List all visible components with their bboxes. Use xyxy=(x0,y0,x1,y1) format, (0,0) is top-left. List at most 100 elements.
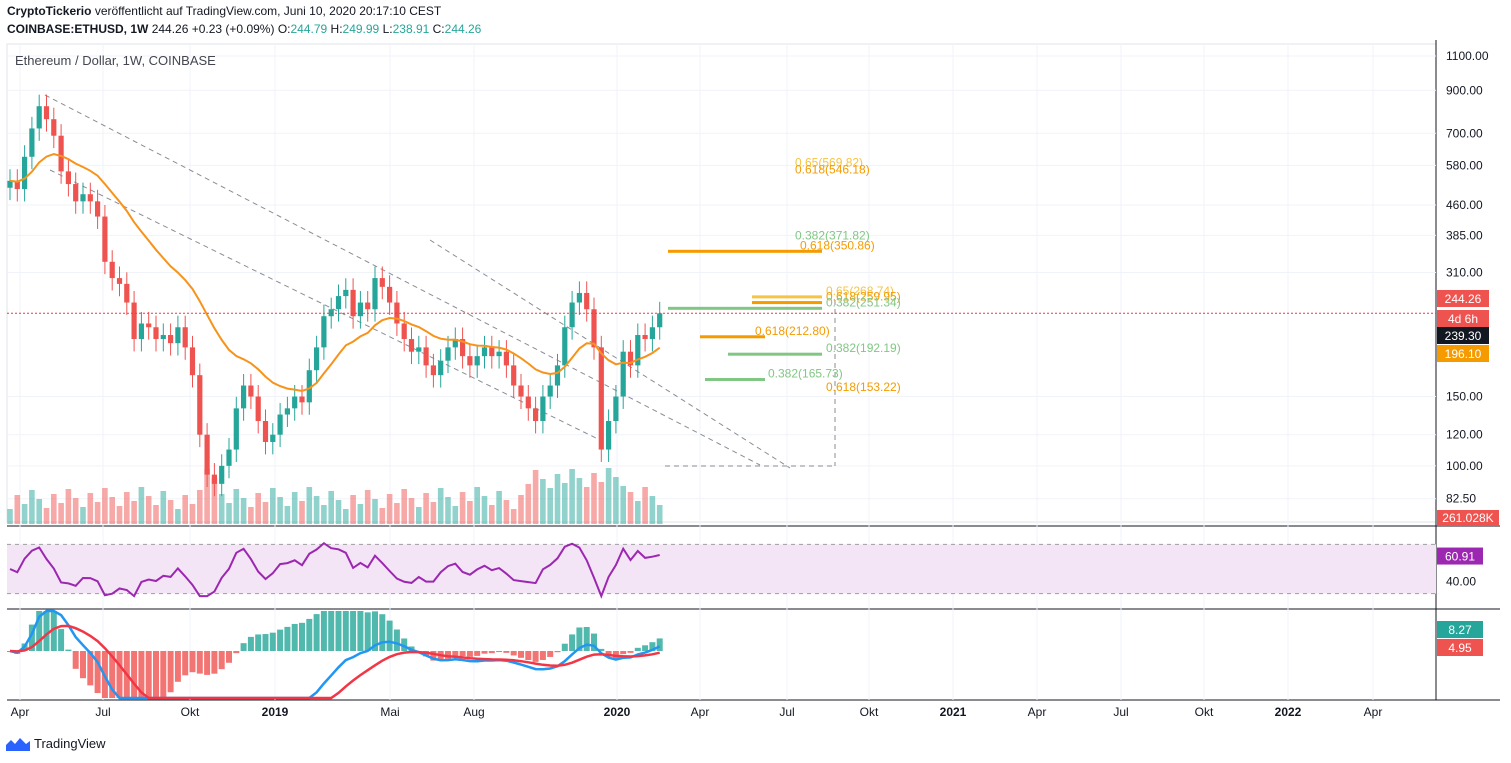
candle-body xyxy=(233,408,239,450)
macd-histogram-bar xyxy=(532,651,539,662)
volume-bar xyxy=(51,494,57,524)
chart-title: Ethereum / Dollar, 1W, COINBASE xyxy=(15,53,216,68)
volume-bar xyxy=(459,492,466,524)
candle-body xyxy=(116,278,123,284)
close-label: C: xyxy=(432,22,445,36)
macd-histogram-bar xyxy=(430,651,437,661)
price-badge-label: 244.26 xyxy=(1445,292,1482,306)
macd-histogram-bar xyxy=(306,618,313,651)
open-label: O: xyxy=(277,22,291,36)
candle-body xyxy=(80,194,86,202)
macd-histogram-bar xyxy=(649,642,656,651)
volume-bar xyxy=(627,492,634,524)
candle-body xyxy=(460,339,466,357)
x-tick-label: Jul xyxy=(779,705,794,719)
macd-histogram-bar xyxy=(539,651,546,660)
candle-body xyxy=(408,339,415,352)
candle-body xyxy=(503,351,509,366)
x-tick-label: 2021 xyxy=(940,705,967,719)
trend-line xyxy=(429,239,791,469)
volume-bar xyxy=(321,505,327,524)
volume-bar xyxy=(394,503,400,524)
volume-bar xyxy=(233,489,240,524)
volume-bar xyxy=(102,488,108,524)
volume-bar xyxy=(350,495,356,524)
volume-bar xyxy=(145,496,152,524)
x-tick-label: 2022 xyxy=(1275,705,1302,719)
candle-body xyxy=(598,347,604,450)
candle-body xyxy=(204,434,210,475)
macd-histogram-bar xyxy=(350,611,357,651)
macd-histogram-bar xyxy=(65,649,72,651)
volume-bar xyxy=(328,491,334,524)
fib-level-bar xyxy=(728,352,822,356)
volume-bar xyxy=(109,497,115,524)
macd-histogram-bar xyxy=(174,651,181,682)
fib-level-label: 0.382(165.73) xyxy=(768,367,843,381)
price-pane xyxy=(6,43,1437,523)
volume-bar xyxy=(518,495,524,524)
candle-body xyxy=(423,347,429,366)
macd-histogram-bar xyxy=(131,651,138,698)
volume-bar xyxy=(313,496,320,524)
x-tick-label: Okt xyxy=(1195,705,1214,719)
candle-body xyxy=(29,128,35,157)
volume-bar xyxy=(474,487,480,524)
y-tick-label: 700.00 xyxy=(1446,126,1483,140)
candle-body xyxy=(613,396,619,422)
price-badge xyxy=(1437,345,1489,362)
volume-bar xyxy=(21,504,28,524)
macd-histogram-bar xyxy=(452,651,459,656)
macd-histogram-bar xyxy=(284,626,291,651)
volume-bar xyxy=(386,494,393,524)
low-label: L: xyxy=(382,22,393,36)
y-tick-label: 580.00 xyxy=(1446,158,1483,172)
volume-bar xyxy=(540,479,546,524)
price-badge-label: 239.30 xyxy=(1445,329,1482,343)
macd-histogram-bar xyxy=(218,651,225,670)
candle-body xyxy=(95,201,101,217)
candle-body xyxy=(416,347,422,352)
candle-body xyxy=(36,106,42,129)
fib-level-label: 0.618(350.86) xyxy=(800,238,875,252)
candle-body xyxy=(569,302,575,328)
macd-histogram-bar xyxy=(28,624,35,651)
macd-histogram-bar xyxy=(605,651,612,657)
macd-histogram-bar xyxy=(364,612,371,651)
volume-bar xyxy=(576,478,583,524)
volume-bar xyxy=(437,488,444,524)
publish-info: CryptoTickerio veröffentlicht auf Tradin… xyxy=(7,4,441,18)
candle-body xyxy=(430,365,436,376)
volume-bar xyxy=(503,500,510,524)
volume-bar xyxy=(284,506,291,524)
volume-bar xyxy=(335,500,342,524)
volume-badge-label: 261.028K xyxy=(1442,511,1493,525)
y-tick-label: 100.00 xyxy=(1446,459,1483,473)
candle-body xyxy=(357,302,363,317)
candle-body xyxy=(649,327,655,340)
volume-bar xyxy=(7,509,13,524)
candle-body xyxy=(481,347,488,357)
macd-histogram-bar xyxy=(145,651,152,698)
macd-histogram-bar xyxy=(80,651,86,679)
price-badge xyxy=(1437,327,1489,344)
candle-body xyxy=(226,449,232,466)
candle-body xyxy=(109,261,115,279)
macd-histogram-bar xyxy=(335,611,342,651)
macd-histogram-bar xyxy=(72,651,79,669)
x-tick-label: Okt xyxy=(181,705,200,719)
x-tick-label: 2019 xyxy=(262,705,289,719)
macd-histogram-bar xyxy=(204,651,211,675)
volume-bar xyxy=(72,498,79,524)
volume-bar xyxy=(291,492,298,524)
y-tick-label: 82.50 xyxy=(1446,492,1476,506)
macd-histogram-bar xyxy=(459,651,466,657)
volume-bar xyxy=(430,502,437,524)
volume-bar xyxy=(87,493,94,524)
rsi-line xyxy=(9,541,660,599)
volume-bar xyxy=(182,495,188,524)
volume-bar xyxy=(364,490,371,524)
macd-histogram-bar xyxy=(401,638,408,651)
y-tick-label: 460.00 xyxy=(1446,198,1483,212)
